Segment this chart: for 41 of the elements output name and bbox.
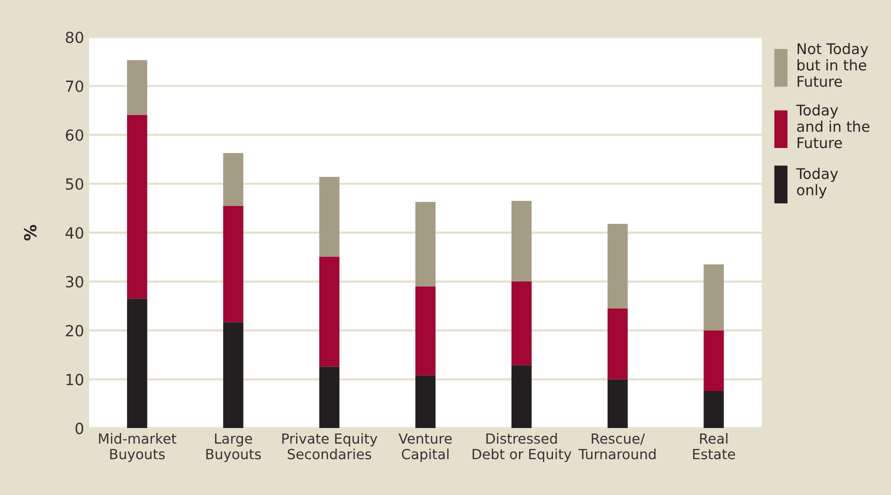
x-tick-label: Private Equity Secondaries [282, 433, 378, 460]
x-tick-label: Real Estate [693, 433, 735, 460]
bar [704, 264, 724, 330]
y-tick-label: 20 [66, 324, 84, 336]
x-tick-label: Large Buyouts [206, 433, 261, 462]
bar [704, 391, 724, 428]
text: Not Today but in the Future [798, 42, 868, 87]
bar [415, 375, 436, 428]
y-tick-label: 70 [66, 80, 84, 92]
x-tick-label: Venture Capital [398, 433, 452, 462]
bar [608, 308, 628, 380]
bar [415, 202, 436, 286]
text: Today only [796, 168, 838, 198]
bar [608, 379, 628, 428]
bar [511, 200, 532, 282]
bar [608, 224, 628, 308]
bar [415, 286, 436, 376]
bar [319, 366, 340, 428]
bar [704, 330, 724, 392]
y-tick-label: 50 [66, 178, 84, 190]
bar [319, 256, 340, 367]
y-tick-label: 30 [66, 276, 84, 288]
bar [127, 60, 148, 115]
y-tick-label: 80 [66, 32, 84, 44]
y-tick-label: 40 [66, 227, 84, 239]
bar [511, 282, 532, 366]
y-tick-label: 0 [76, 422, 84, 434]
y-tick-label: 60 [66, 129, 84, 141]
x-tick-label: Rescue/ Turnaround [578, 433, 656, 460]
bar [127, 114, 148, 299]
x-tick-label: Distressed Debt or Equity [472, 433, 572, 462]
bar [223, 152, 244, 206]
x-tick-label: Mid-market Buyouts [99, 433, 176, 462]
y-axis-title: % [24, 224, 37, 240]
bar [223, 206, 244, 322]
bar [127, 298, 148, 428]
bar [319, 176, 340, 257]
y-tick-label: 10 [66, 374, 84, 386]
bar [223, 322, 244, 428]
text: Today and in the Future [796, 104, 870, 148]
bar [511, 365, 532, 428]
